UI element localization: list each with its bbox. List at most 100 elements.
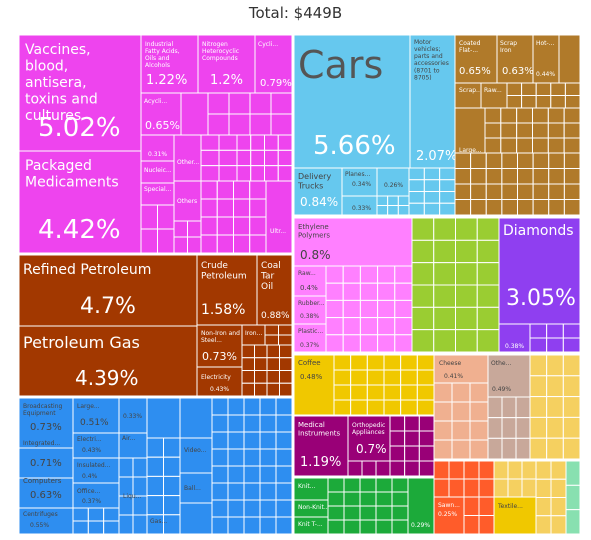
tile-plastic[interactable] <box>293 323 327 353</box>
treemap-small-tile[interactable] <box>418 445 435 462</box>
treemap-small-tile[interactable] <box>563 137 581 154</box>
treemap-small-tile[interactable] <box>485 152 503 169</box>
treemap-small-tile[interactable] <box>250 134 265 151</box>
treemap-small-tile[interactable] <box>476 262 500 286</box>
treemap-small-tile[interactable] <box>476 306 500 331</box>
treemap-small-tile[interactable] <box>501 199 518 216</box>
treemap-small-tile[interactable] <box>463 460 480 480</box>
treemap-small-tile[interactable] <box>227 465 245 484</box>
treemap-small-tile[interactable] <box>249 92 272 115</box>
treemap-small-tile[interactable] <box>391 505 409 521</box>
treemap-small-tile[interactable] <box>207 113 230 136</box>
treemap-small-tile[interactable] <box>350 369 368 386</box>
treemap-small-tile[interactable] <box>563 183 581 200</box>
treemap-small-tile[interactable] <box>87 520 105 535</box>
treemap-small-tile[interactable] <box>564 82 581 96</box>
treemap-small-tile[interactable] <box>200 165 220 182</box>
treemap-small-tile[interactable] <box>400 369 418 386</box>
treemap-small-tile[interactable] <box>359 477 377 493</box>
treemap-small-tile[interactable] <box>216 234 234 254</box>
treemap-small-tile[interactable] <box>463 478 480 498</box>
treemap-small-tile[interactable] <box>564 95 581 109</box>
treemap-small-tile[interactable] <box>387 195 399 206</box>
treemap-small-tile[interactable] <box>277 149 293 167</box>
treemap-small-tile[interactable] <box>375 460 391 477</box>
treemap-small-tile[interactable] <box>550 95 566 109</box>
treemap-small-tile[interactable] <box>455 329 478 353</box>
treemap-small-tile[interactable] <box>389 445 406 462</box>
treemap-small-tile[interactable] <box>454 183 472 200</box>
treemap-small-tile[interactable] <box>493 478 509 498</box>
tile-textile[interactable] <box>493 496 537 535</box>
treemap-small-tile[interactable] <box>517 168 534 185</box>
treemap-small-tile[interactable] <box>275 516 293 535</box>
treemap-small-tile[interactable] <box>433 217 456 241</box>
treemap-small-tile[interactable] <box>270 113 293 136</box>
treemap-small-tile[interactable] <box>469 420 489 441</box>
treemap-small-tile[interactable] <box>423 179 441 192</box>
treemap-small-tile[interactable] <box>529 375 548 398</box>
treemap-small-tile[interactable] <box>118 514 134 535</box>
treemap-small-tile[interactable] <box>485 168 503 185</box>
treemap-small-tile[interactable] <box>500 107 518 124</box>
treemap-small-tile[interactable] <box>218 134 238 151</box>
treemap-small-tile[interactable] <box>218 149 238 167</box>
tile-rubber[interactable] <box>293 295 327 325</box>
treemap-small-tile[interactable] <box>550 478 567 498</box>
treemap-small-tile[interactable] <box>383 384 402 401</box>
treemap-small-tile[interactable] <box>476 239 500 264</box>
treemap-small-tile[interactable] <box>259 448 277 467</box>
treemap-small-tile[interactable] <box>146 456 164 477</box>
treemap-small-tile[interactable] <box>408 179 425 192</box>
treemap-small-tile[interactable] <box>532 199 550 216</box>
treemap-small-tile[interactable] <box>377 265 396 284</box>
tile-coffee[interactable] <box>293 354 335 416</box>
treemap-small-tile[interactable] <box>548 199 565 216</box>
treemap-small-tile[interactable] <box>227 516 245 535</box>
treemap-small-tile[interactable] <box>454 152 472 169</box>
treemap-small-tile[interactable] <box>343 491 361 507</box>
treemap-small-tile[interactable] <box>394 334 413 353</box>
treemap-small-tile[interactable] <box>327 505 345 521</box>
treemap-small-tile[interactable] <box>243 431 261 450</box>
treemap-small-tile[interactable] <box>470 199 487 216</box>
treemap-small-tile[interactable] <box>227 431 245 450</box>
treemap-small-tile[interactable] <box>439 191 456 204</box>
treemap-small-tile[interactable] <box>476 284 500 308</box>
treemap-small-tile[interactable] <box>389 460 406 477</box>
tile-centrifuges[interactable] <box>18 507 74 535</box>
treemap-small-tile[interactable] <box>254 382 268 397</box>
treemap-small-tile[interactable] <box>547 107 565 124</box>
treemap-small-tile[interactable] <box>325 265 344 284</box>
treemap-small-tile[interactable] <box>227 482 245 501</box>
treemap-tile[interactable] <box>180 92 209 136</box>
treemap-small-tile[interactable] <box>546 396 564 418</box>
treemap-small-tile[interactable] <box>87 507 105 522</box>
treemap-small-tile[interactable] <box>500 122 518 139</box>
treemap-small-tile[interactable] <box>535 460 552 480</box>
treemap-small-tile[interactable] <box>404 445 420 462</box>
treemap-small-tile[interactable] <box>515 417 531 439</box>
treemap-small-tile[interactable] <box>211 448 229 467</box>
treemap-small-tile[interactable] <box>200 134 220 151</box>
treemap-small-tile[interactable] <box>400 354 418 371</box>
treemap-tile[interactable] <box>376 167 410 197</box>
treemap-small-tile[interactable] <box>146 475 164 497</box>
treemap-small-tile[interactable] <box>236 165 252 182</box>
treemap-small-tile[interactable] <box>275 397 293 416</box>
treemap-small-tile[interactable] <box>515 437 531 460</box>
treemap-small-tile[interactable] <box>565 460 581 486</box>
treemap-small-tile[interactable] <box>383 354 402 371</box>
treemap-small-tile[interactable] <box>507 460 523 480</box>
treemap-small-tile[interactable] <box>227 499 245 518</box>
treemap-small-tile[interactable] <box>264 134 279 151</box>
tile-other-chem[interactable] <box>173 134 202 182</box>
tile-video[interactable] <box>179 437 213 474</box>
treemap-small-tile[interactable] <box>227 414 245 433</box>
treemap-small-tile[interactable] <box>535 478 552 498</box>
treemap-small-tile[interactable] <box>173 236 188 254</box>
treemap-small-tile[interactable] <box>216 198 234 218</box>
treemap-small-tile[interactable] <box>146 495 164 516</box>
treemap-small-tile[interactable] <box>333 384 352 401</box>
tile-ball[interactable] <box>179 472 213 504</box>
